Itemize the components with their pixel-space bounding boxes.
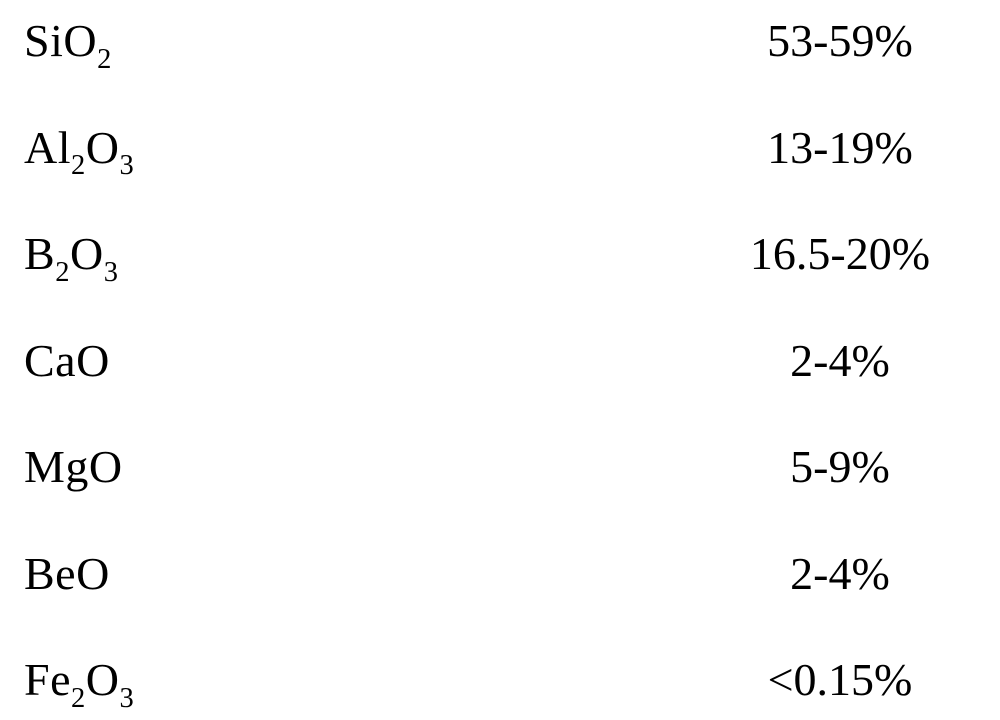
composition-table: SiO2 53-59% Al2O3 13-19% B2O3 16.5-20% C… xyxy=(0,0,1000,720)
compound-percentage: 2-4% xyxy=(790,335,890,386)
compound-percentage: 13-19% xyxy=(767,122,913,173)
compound-percentage: 5-9% xyxy=(790,441,890,492)
table-row: SiO2 53-59% xyxy=(24,14,970,67)
compound-formula: B2O3 xyxy=(24,227,118,280)
compound-formula: Fe2O3 xyxy=(24,653,134,706)
compound-formula: MgO xyxy=(24,440,123,493)
table-row: CaO 2-4% xyxy=(24,334,970,387)
compound-percentage: 16.5-20% xyxy=(750,228,930,279)
compound-formula: SiO2 xyxy=(24,14,112,67)
compound-percentage: 2-4% xyxy=(790,548,890,599)
compound-percentage: 53-59% xyxy=(767,15,913,66)
table-row: Al2O3 13-19% xyxy=(24,121,970,174)
table-row: MgO 5-9% xyxy=(24,440,970,493)
compound-formula: BeO xyxy=(24,547,110,600)
table-row: Fe2O3 <0.15% xyxy=(24,653,970,706)
table-row: BeO 2-4% xyxy=(24,547,970,600)
compound-formula: CaO xyxy=(24,334,110,387)
compound-formula: Al2O3 xyxy=(24,121,134,174)
compound-percentage: <0.15% xyxy=(768,654,913,705)
table-row: B2O3 16.5-20% xyxy=(24,227,970,280)
